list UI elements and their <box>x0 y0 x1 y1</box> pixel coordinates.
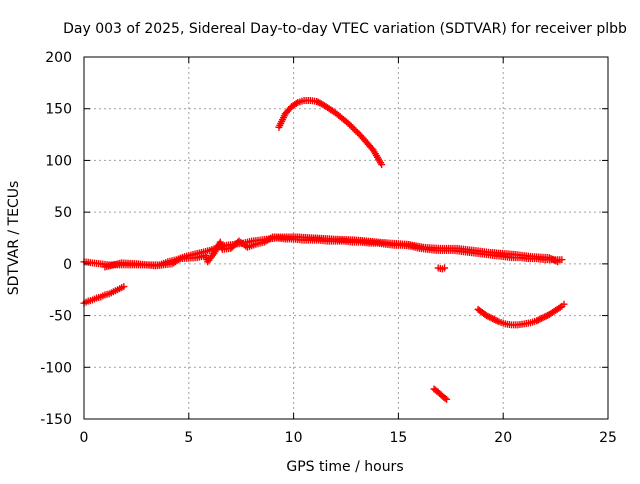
data-point <box>354 129 362 137</box>
x-tick-label: 25 <box>599 430 617 446</box>
y-tick-label: 150 <box>45 102 72 118</box>
y-tick-label: 100 <box>45 153 72 169</box>
series-early-negative-arc <box>80 283 128 307</box>
series-low-segment <box>430 385 451 403</box>
series-small-negative-segment <box>434 264 449 273</box>
x-tick-label: 5 <box>184 430 193 446</box>
data-point <box>313 97 321 105</box>
data-point <box>542 312 550 320</box>
data-point <box>352 127 360 135</box>
data-point <box>482 312 490 320</box>
data-point <box>292 100 300 108</box>
data-point <box>560 300 568 308</box>
data-point <box>487 314 495 322</box>
y-tick-label: -150 <box>40 412 72 428</box>
y-tick-label: -50 <box>49 309 72 325</box>
data-point <box>120 283 128 291</box>
data-point <box>346 121 354 129</box>
data-point <box>484 312 492 320</box>
data-point <box>347 122 355 130</box>
data-point <box>556 303 564 311</box>
chart-title: Day 003 of 2025, Sidereal Day-to-day VTE… <box>63 21 627 37</box>
data-point <box>344 119 352 127</box>
series-main-band-scatter <box>101 233 562 271</box>
y-tick-label: 50 <box>54 205 72 221</box>
data-point <box>349 124 357 132</box>
series-late-negative-arc <box>474 300 568 329</box>
data-point <box>378 161 386 169</box>
data-point <box>534 316 542 324</box>
y-tick-label: 0 <box>63 257 72 273</box>
data-point <box>443 395 451 403</box>
data-point <box>541 313 549 321</box>
y-tick-label: -100 <box>40 360 72 376</box>
x-tick-label: 20 <box>494 430 512 446</box>
data-point <box>441 394 449 402</box>
axes-frame <box>83 56 609 420</box>
y-tick-label: 200 <box>45 50 72 66</box>
data-point <box>350 125 358 133</box>
x-axis-label: GPS time / hours <box>286 459 403 475</box>
data-point <box>493 317 501 325</box>
x-tick-label: 15 <box>389 430 407 446</box>
grid <box>84 57 608 419</box>
data-point <box>533 317 541 325</box>
data-point <box>314 98 322 106</box>
data-point <box>316 99 324 107</box>
y-axis-label: SDTVAR / TECUs <box>6 181 22 296</box>
data-point <box>489 315 497 323</box>
data-point <box>537 314 545 322</box>
data-point <box>554 258 562 266</box>
data-point <box>536 315 544 323</box>
data-point <box>486 313 494 321</box>
series-high-arc <box>275 96 386 169</box>
x-tick-label: 0 <box>80 430 89 446</box>
data-point <box>441 264 449 272</box>
data-point <box>490 315 498 323</box>
data-point <box>558 256 566 264</box>
data-points <box>80 96 568 403</box>
data-point <box>539 314 547 322</box>
x-tick-label: 10 <box>285 430 303 446</box>
axis-ticks: 0 5 10 15 20 25 -150 -100 -50 0 50 100 150 200 <box>40 50 617 446</box>
data-point <box>492 316 500 324</box>
